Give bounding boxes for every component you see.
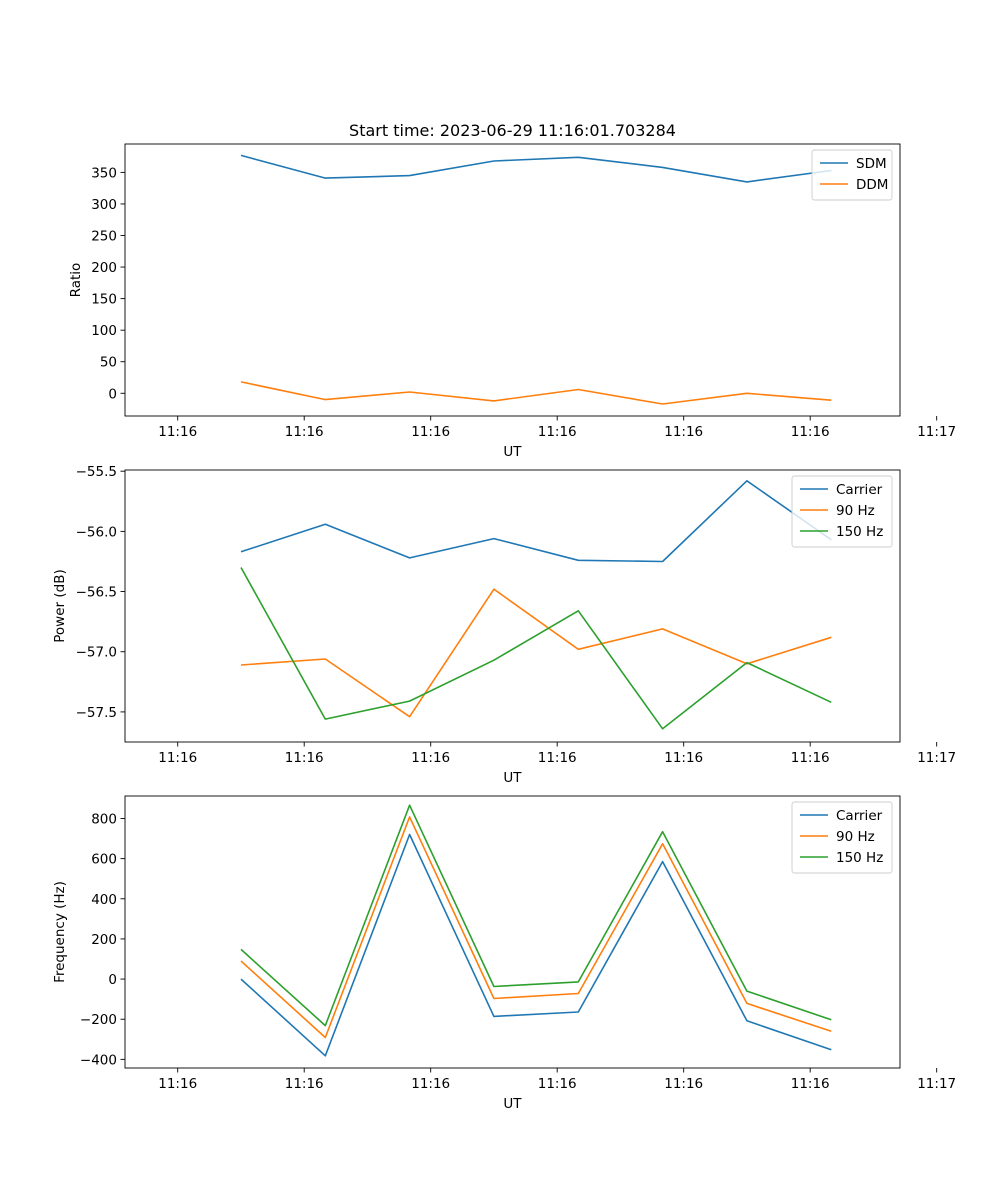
x-tick-label: 11:16 [664,1076,703,1092]
y-tick-label: 200 [91,260,117,276]
y-tick-label: −57.0 [76,645,117,661]
y-tick-label: 350 [91,165,117,181]
series-line-90-hz [240,816,832,1039]
y-tick-label: −56.5 [76,585,117,601]
axes-frame [124,143,901,417]
y-tick-label: 250 [91,229,117,245]
panel-3: 11:16 11:16 11:16 11:16 11:16 11:16 11:17 −400 −… [52,795,956,1112]
legend-label: Carrier [836,808,883,824]
x-tick-label: 11:17 [917,1076,956,1092]
legend-label: Carrier [836,482,883,498]
y-tick-label: 150 [91,292,117,308]
legend: Carrier 90 Hz 150 Hz [791,475,893,548]
x-tick-label: 11:16 [411,1076,450,1092]
x-tick-label: 11:17 [917,750,956,766]
x-tick-label: 11:16 [538,750,577,766]
legend: Carrier 90 Hz 150 Hz [791,801,893,874]
x-axis-label: UT [503,1096,522,1112]
x-tick-label: 11:16 [158,750,197,766]
y-tick-label: 200 [91,932,117,948]
x-tick-label: 11:16 [411,424,450,440]
panel-2: 11:16 11:16 11:16 11:16 11:16 11:16 11:17 −57.5… [52,464,956,786]
y-tick-label: 800 [91,811,117,827]
series-line-sdm [240,154,832,183]
y-tick-label: 100 [91,323,117,339]
x-tick-label: 11:16 [791,1076,830,1092]
y-tick-label: 300 [91,197,117,213]
series-line-150-hz [240,567,832,730]
x-tick-label: 11:16 [158,1076,197,1092]
axes-frame [124,795,901,1069]
x-tick-label: 11:16 [538,1076,577,1092]
x-tick-label: 11:16 [664,750,703,766]
series-line-carrier [240,479,832,563]
x-tick-label: 11:16 [538,424,577,440]
y-tick-label: −55.5 [76,464,117,480]
y-tick-label: −400 [80,1052,117,1068]
y-tick-label: −200 [80,1012,117,1028]
y-tick-label: −56.0 [76,524,117,540]
y-tick-label: 50 [100,355,117,371]
chart-title: Start time: 2023-06-29 11:16:01.703284 [349,121,676,140]
x-tick-label: 11:16 [411,750,450,766]
y-tick-label: 0 [108,386,117,402]
x-tick-label: 11:16 [791,424,830,440]
series-line-ddm [240,381,832,405]
series-line-90-hz [240,588,832,718]
legend-frame [791,475,893,548]
legend-label: 150 Hz [836,524,883,540]
y-tick-label: 400 [91,892,117,908]
legend-label: SDM [856,156,887,172]
legend-frame [791,801,893,874]
series-line-carrier [240,833,832,1057]
x-tick-label: 11:16 [285,750,324,766]
x-tick-label: 11:16 [285,1076,324,1092]
axes-frame [124,469,901,743]
x-tick-label: 11:16 [158,424,197,440]
legend-label: 150 Hz [836,850,883,866]
legend: SDM DDM [811,149,893,201]
y-axis-label: Power (dB) [52,569,68,642]
x-axis-label: UT [503,444,522,460]
series-line-150-hz [240,804,832,1027]
x-tick-label: 11:16 [285,424,324,440]
x-tick-label: 11:16 [664,424,703,440]
y-tick-label: 0 [108,972,117,988]
x-tick-label: 11:17 [917,424,956,440]
y-tick-label: 600 [91,852,117,868]
y-tick-label: −57.5 [76,705,117,721]
y-axis-label: Frequency (Hz) [52,881,68,983]
x-tick-label: 11:16 [791,750,830,766]
legend-label: DDM [856,177,888,193]
y-axis-label: Ratio [68,263,84,298]
panel-1: Start time: 2023-06-29 11:16:01.703284 11… [68,121,956,460]
legend-label: 90 Hz [836,829,875,845]
x-axis-label: UT [503,770,522,786]
legend-label: 90 Hz [836,503,875,519]
